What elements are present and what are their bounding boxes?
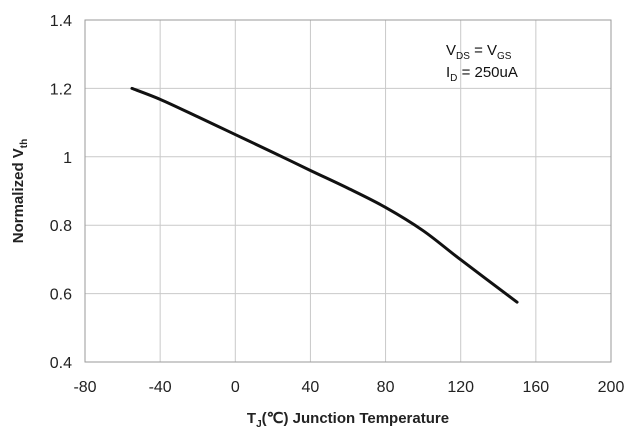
x-tick-label: 160 [523, 379, 550, 396]
series-line [130, 86, 519, 304]
x-tick-label: 200 [598, 379, 625, 396]
y-tick-label: 0.4 [50, 355, 72, 372]
x-tick-label: 120 [447, 379, 474, 396]
x-tick-label: -80 [73, 379, 96, 396]
x-axis-title: TJ(℃) Junction Temperature [247, 410, 449, 430]
y-tick-label: 0.8 [50, 218, 72, 235]
annotation-id: ID = 250uA [446, 64, 518, 84]
y-axis-title: Normalized Vth [10, 139, 30, 243]
x-tick-label: 80 [377, 379, 395, 396]
x-tick-label: -40 [149, 379, 172, 396]
y-tick-label: 1.4 [50, 13, 72, 30]
y-tick-label: 0.6 [50, 287, 72, 304]
x-tick-label: 40 [302, 379, 320, 396]
y-tick-label: 1.2 [50, 81, 72, 98]
y-tick-labels: 0.4 0.6 0.8 1 1.2 1.4 [50, 13, 72, 372]
grid-lines [85, 20, 611, 362]
plot-frame [84, 19, 612, 363]
x-tick-labels: -80 -40 0 40 80 120 160 200 [73, 379, 624, 396]
y-tick-label: 1 [63, 150, 72, 167]
annotation-vds-vgs: VDS = VGS [446, 42, 512, 62]
x-tick-label: 0 [231, 379, 240, 396]
